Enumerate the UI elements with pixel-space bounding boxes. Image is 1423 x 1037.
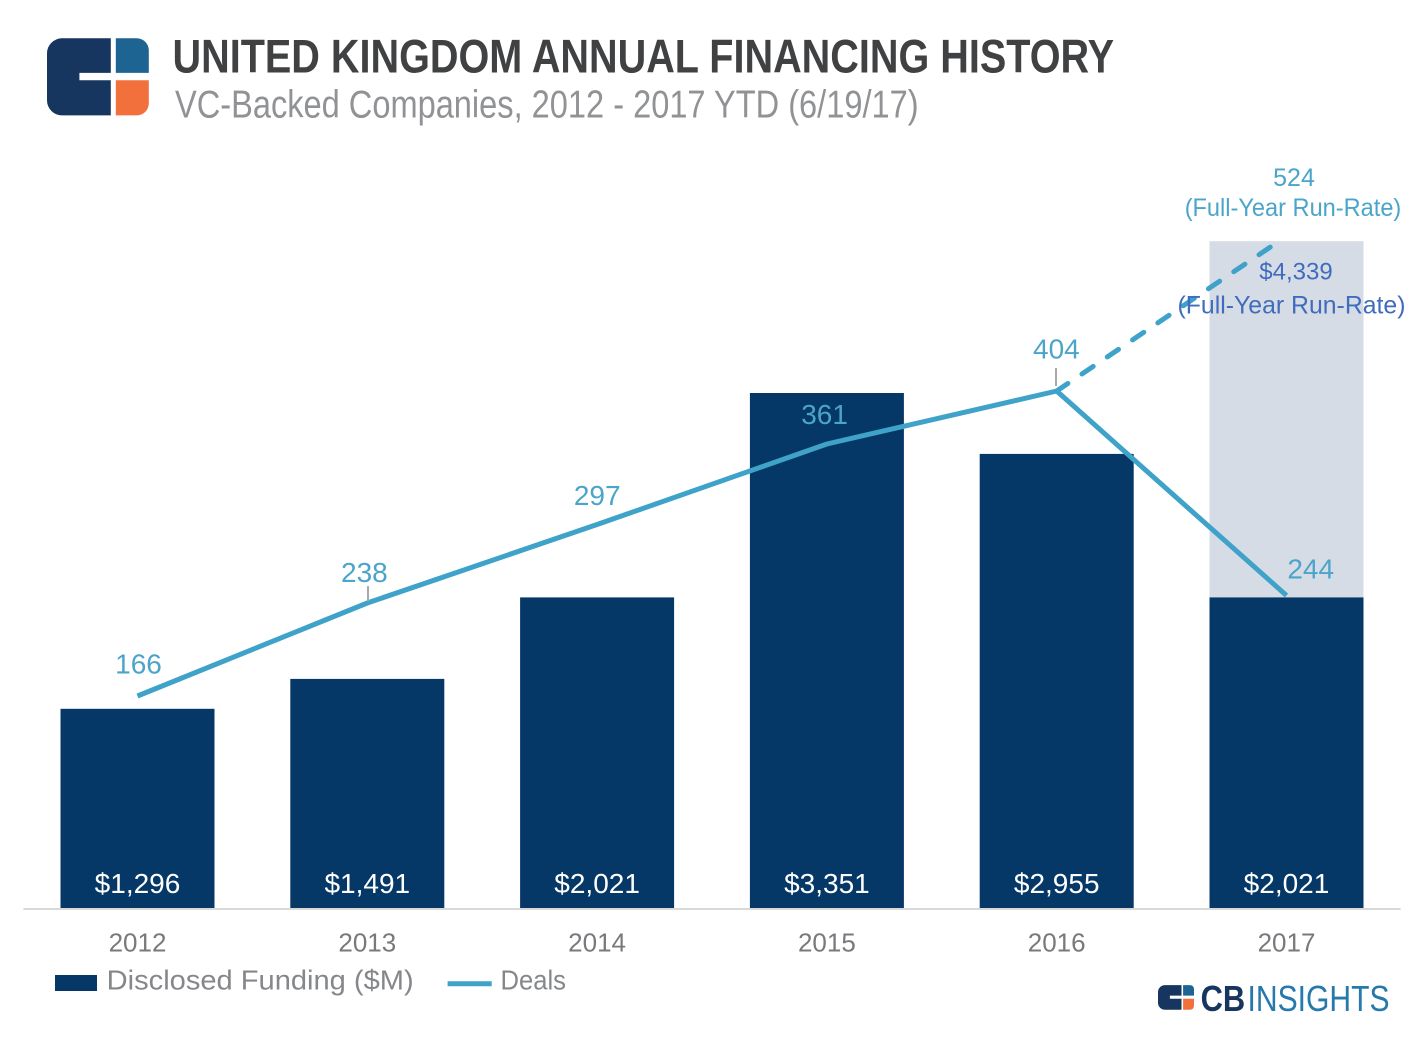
svg-text:2013: 2013 [338,928,396,958]
svg-text:(Full-Year Run-Rate): (Full-Year Run-Rate) [1178,292,1406,320]
svg-text:2014: 2014 [568,928,626,958]
svg-text:(Full-Year Run-Rate): (Full-Year Run-Rate) [1185,194,1402,222]
svg-text:2017: 2017 [1258,928,1316,958]
svg-text:2012: 2012 [109,928,167,958]
svg-text:VC-Backed Companies, 2012 - 20: VC-Backed Companies, 2012 - 2017 YTD (6/… [175,84,919,127]
svg-text:524: 524 [1273,164,1315,192]
svg-text:$1,296: $1,296 [95,868,181,899]
svg-text:404: 404 [1033,334,1080,365]
svg-text:2016: 2016 [1028,928,1086,958]
svg-text:$2,955: $2,955 [1014,868,1100,899]
svg-text:UNITED KINGDOM ANNUAL FINANCIN: UNITED KINGDOM ANNUAL FINANCING HISTORY [173,29,1115,82]
svg-text:CB: CB [1201,978,1246,1019]
svg-text:Deals: Deals [501,964,567,995]
svg-text:238: 238 [341,557,388,588]
svg-text:297: 297 [574,480,621,511]
svg-text:$3,351: $3,351 [784,868,870,899]
svg-text:INSIGHTS: INSIGHTS [1248,978,1390,1019]
svg-text:$1,491: $1,491 [324,868,410,899]
svg-text:Disclosed Funding ($M): Disclosed Funding ($M) [107,964,414,995]
svg-text:166: 166 [115,649,162,680]
svg-text:361: 361 [801,399,848,430]
svg-text:$2,021: $2,021 [1244,868,1330,899]
svg-text:$2,021: $2,021 [554,868,640,899]
svg-text:244: 244 [1287,554,1334,585]
svg-text:2015: 2015 [798,928,856,958]
svg-text:$4,339: $4,339 [1259,258,1332,285]
